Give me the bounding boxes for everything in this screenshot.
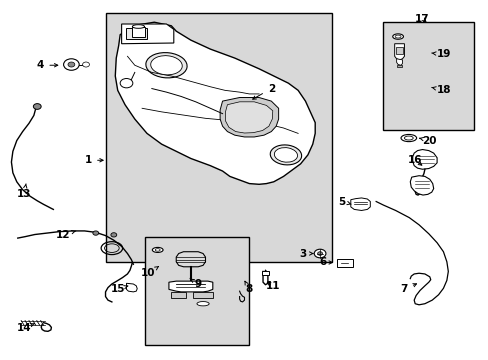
Polygon shape	[126, 283, 137, 292]
Bar	[171, 292, 185, 298]
Polygon shape	[126, 28, 147, 40]
Text: 2: 2	[252, 84, 274, 99]
Text: 11: 11	[265, 281, 280, 291]
Polygon shape	[394, 44, 404, 60]
Polygon shape	[261, 271, 268, 275]
Circle shape	[82, 62, 89, 67]
Ellipse shape	[132, 25, 144, 28]
Ellipse shape	[404, 136, 412, 140]
Circle shape	[314, 249, 325, 258]
Ellipse shape	[392, 34, 403, 39]
Bar	[395, 47, 403, 54]
Ellipse shape	[155, 249, 160, 251]
Ellipse shape	[150, 56, 182, 75]
Text: 13: 13	[17, 184, 31, 199]
Ellipse shape	[145, 53, 187, 78]
Bar	[336, 259, 352, 267]
Circle shape	[120, 78, 133, 88]
Text: 19: 19	[431, 49, 451, 59]
Circle shape	[317, 252, 322, 255]
Text: 17: 17	[414, 14, 429, 24]
Text: 7: 7	[400, 284, 416, 294]
Polygon shape	[122, 24, 173, 44]
Bar	[396, 65, 402, 67]
Text: 14: 14	[17, 323, 34, 333]
Polygon shape	[412, 149, 436, 169]
Bar	[193, 292, 212, 298]
Circle shape	[68, 62, 75, 67]
Polygon shape	[176, 252, 205, 267]
Circle shape	[63, 59, 79, 70]
Text: 9: 9	[190, 279, 202, 289]
Text: 12: 12	[56, 230, 76, 239]
Ellipse shape	[274, 148, 297, 162]
Text: 18: 18	[431, 85, 451, 95]
Circle shape	[33, 104, 41, 109]
Circle shape	[93, 231, 99, 235]
Polygon shape	[132, 27, 144, 37]
Text: 5: 5	[338, 197, 350, 207]
Text: 10: 10	[141, 266, 158, 278]
Text: 16: 16	[407, 155, 422, 165]
Polygon shape	[168, 281, 212, 292]
Ellipse shape	[400, 134, 416, 141]
Polygon shape	[396, 59, 402, 65]
Text: 6: 6	[318, 257, 332, 267]
Polygon shape	[225, 102, 272, 133]
Ellipse shape	[197, 302, 209, 306]
Ellipse shape	[152, 247, 163, 252]
Text: 8: 8	[244, 281, 252, 294]
Bar	[105, 13, 331, 262]
Polygon shape	[409, 176, 433, 195]
Bar	[383, 22, 473, 130]
Ellipse shape	[270, 145, 301, 165]
Text: 4: 4	[37, 60, 58, 70]
Circle shape	[111, 233, 117, 237]
Text: 3: 3	[299, 248, 312, 258]
Polygon shape	[220, 98, 278, 137]
Polygon shape	[350, 198, 369, 211]
Ellipse shape	[394, 35, 400, 38]
Polygon shape	[115, 22, 315, 184]
Text: 15: 15	[110, 284, 127, 294]
Text: 1: 1	[84, 155, 103, 165]
Bar	[144, 237, 249, 345]
Text: 20: 20	[419, 136, 436, 145]
